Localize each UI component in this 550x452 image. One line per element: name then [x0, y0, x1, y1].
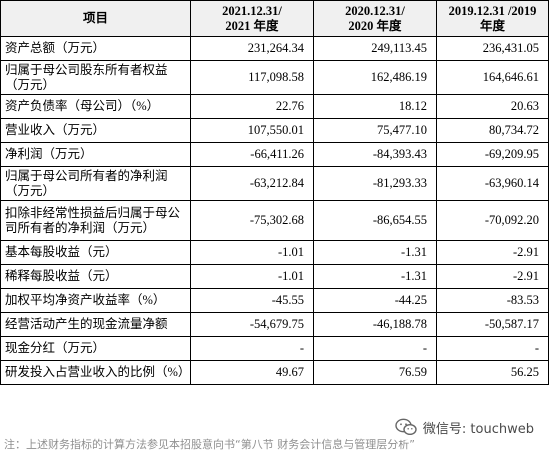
- cell-2019: 56.25: [436, 360, 549, 385]
- cell-2019: -83.53: [436, 288, 549, 313]
- row-label: 现金分红（万元）: [0, 336, 191, 361]
- cell-2020: -81,293.33: [313, 166, 437, 201]
- row-label: 扣除非经常性损益后归属于母公司所有者的净利润（万元）: [0, 200, 191, 241]
- table-row: 归属于母公司股东所有者权益（万元） 117,098.58 162,486.19 …: [0, 60, 549, 95]
- row-label: 资产总额（万元）: [0, 36, 191, 61]
- table-row: 营业收入（万元） 107,550.01 75,477.10 80,734.72: [0, 118, 549, 143]
- cell-2020: -1.31: [313, 264, 437, 289]
- table-row: 现金分红（万元） - - -: [0, 336, 549, 361]
- table-row: 净利润（万元） -66,411.26 -84,393.43 -69,209.95: [0, 142, 549, 167]
- cell-2019: 236,431.05: [436, 36, 549, 61]
- row-label: 经营活动产生的现金流量净额: [0, 312, 191, 337]
- cell-2020: -86,654.55: [313, 200, 437, 241]
- row-label: 归属于母公司所有者的净利润（万元）: [0, 166, 191, 201]
- financial-summary-table: 项目 2021.12.31/ 2021 年度 2020.12.31/ 2020 …: [0, 0, 549, 385]
- cell-2021: -66,411.26: [190, 142, 314, 167]
- cell-2020: -1.31: [313, 240, 437, 265]
- cell-2020: 162,486.19: [313, 60, 437, 95]
- cell-2021: -45.55: [190, 288, 314, 313]
- cell-2020: -44.25: [313, 288, 437, 313]
- cell-2020: 76.59: [313, 360, 437, 385]
- header-2020: 2020.12.31/ 2020 年度: [313, 0, 437, 37]
- cell-2021: 231,264.34: [190, 36, 314, 61]
- table-footnote: 注：上述财务指标的计算方法参见本招股意向书“第八节 财务会计信息与管理层分析”: [4, 438, 415, 451]
- wechat-watermark: 微信号: touchweb: [390, 414, 542, 440]
- row-label: 资产负债率（母公司）（%）: [0, 94, 191, 119]
- wechat-icon: [395, 418, 417, 436]
- row-label: 加权平均净资产收益率（%）: [0, 288, 191, 313]
- cell-2020: -46,188.78: [313, 312, 437, 337]
- table-row: 稀释每股收益（元） -1.01 -1.31 -2.91: [0, 264, 549, 289]
- table-row: 归属于母公司所有者的净利润（万元） -63,212.84 -81,293.33 …: [0, 166, 549, 201]
- row-label: 归属于母公司股东所有者权益（万元）: [0, 60, 191, 95]
- header-2019: 2019.12.31 /2019 年度: [436, 0, 549, 37]
- table-row: 经营活动产生的现金流量净额 -54,679.75 -46,188.78 -50,…: [0, 312, 549, 337]
- cell-2020: 18.12: [313, 94, 437, 119]
- table-row: 加权平均净资产收益率（%） -45.55 -44.25 -83.53: [0, 288, 549, 313]
- cell-2019: -2.91: [436, 240, 549, 265]
- cell-2021: -54,679.75: [190, 312, 314, 337]
- cell-2020: 75,477.10: [313, 118, 437, 143]
- table-row: 资产负债率（母公司）（%） 22.76 18.12 20.63: [0, 94, 549, 119]
- cell-2021: 49.67: [190, 360, 314, 385]
- cell-2019: -50,587.17: [436, 312, 549, 337]
- cell-2020: 249,113.45: [313, 36, 437, 61]
- row-label: 净利润（万元）: [0, 142, 191, 167]
- cell-2020: -84,393.43: [313, 142, 437, 167]
- cell-2019: 20.63: [436, 94, 549, 119]
- cell-2019: -: [436, 336, 549, 361]
- cell-2019: -70,092.20: [436, 200, 549, 241]
- cell-2019: -2.91: [436, 264, 549, 289]
- cell-2021: -75,302.68: [190, 200, 314, 241]
- table-row: 基本每股收益（元） -1.01 -1.31 -2.91: [0, 240, 549, 265]
- cell-2019: -69,209.95: [436, 142, 549, 167]
- watermark-text: 微信号: touchweb: [422, 421, 534, 437]
- header-item: 项目: [0, 0, 191, 37]
- row-label: 研发投入占营业收入的比例（%）: [0, 360, 191, 385]
- cell-2021: -63,212.84: [190, 166, 314, 201]
- table-row: 资产总额（万元） 231,264.34 249,113.45 236,431.0…: [0, 36, 549, 61]
- table-row: 扣除非经常性损益后归属于母公司所有者的净利润（万元） -75,302.68 -8…: [0, 200, 549, 241]
- header-2021: 2021.12.31/ 2021 年度: [190, 0, 314, 37]
- cell-2021: 22.76: [190, 94, 314, 119]
- cell-2021: -1.01: [190, 264, 314, 289]
- row-label: 基本每股收益（元）: [0, 240, 191, 265]
- cell-2019: 164,646.61: [436, 60, 549, 95]
- cell-2021: -1.01: [190, 240, 314, 265]
- row-label: 营业收入（万元）: [0, 118, 191, 143]
- cell-2019: -63,960.14: [436, 166, 549, 201]
- cell-2021: -: [190, 336, 314, 361]
- cell-2021: 117,098.58: [190, 60, 314, 95]
- cell-2019: 80,734.72: [436, 118, 549, 143]
- table-header-row: 项目 2021.12.31/ 2021 年度 2020.12.31/ 2020 …: [0, 0, 549, 37]
- row-label: 稀释每股收益（元）: [0, 264, 191, 289]
- cell-2020: -: [313, 336, 437, 361]
- table-row: 研发投入占营业收入的比例（%） 49.67 76.59 56.25: [0, 360, 549, 385]
- cell-2021: 107,550.01: [190, 118, 314, 143]
